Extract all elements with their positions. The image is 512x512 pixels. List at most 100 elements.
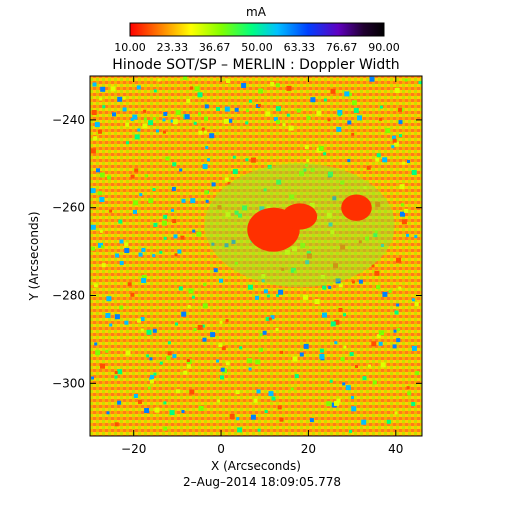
map-speckle: [258, 88, 264, 94]
map-speckle: [340, 357, 345, 362]
map-speckle: [380, 244, 384, 247]
colorbar-tick-label: 76.67: [326, 41, 358, 54]
y-axis: −240 −260 −280 −300: [52, 113, 422, 390]
colorbar-tick-label: 90.00: [368, 41, 400, 54]
x-tick-label: −20: [121, 442, 146, 456]
map-speckle: [186, 364, 191, 369]
map-speckle: [227, 182, 231, 186]
map-speckle: [114, 371, 118, 374]
map-speckle: [234, 210, 239, 215]
map-speckle: [167, 341, 171, 345]
map-speckle: [162, 118, 166, 122]
umbra-region: [282, 203, 318, 230]
map-speckle: [349, 429, 353, 433]
map-speckle: [265, 111, 271, 117]
map-speckle: [396, 257, 401, 263]
map-speckle: [209, 133, 215, 139]
map-speckle: [119, 239, 124, 244]
map-speckle: [193, 328, 197, 331]
map-speckle: [402, 161, 406, 165]
map-speckle: [399, 184, 405, 190]
map-speckle: [306, 253, 312, 259]
map-speckle: [217, 205, 222, 210]
map-speckle: [110, 86, 116, 92]
map-speckle: [265, 316, 270, 321]
map-speckle: [221, 346, 226, 351]
map-speckle: [148, 120, 154, 126]
map-speckle: [320, 274, 325, 279]
map-speckle: [286, 85, 292, 91]
map-speckle: [337, 110, 343, 115]
map-speckle: [394, 411, 398, 415]
map-speckle: [415, 371, 420, 376]
map-speckle: [166, 355, 171, 360]
map-speckle: [126, 141, 129, 145]
map-speckle: [186, 98, 191, 103]
map-speckle: [388, 289, 392, 293]
map-speckle: [171, 208, 174, 212]
map-speckle: [396, 303, 400, 307]
map-speckle: [374, 270, 380, 276]
map-speckle: [374, 230, 378, 234]
map-speckle: [175, 109, 181, 115]
map-speckle: [322, 285, 327, 290]
map-speckle: [314, 299, 320, 305]
map-speckle: [94, 122, 100, 128]
map-speckle: [318, 145, 324, 151]
map-speckle: [149, 379, 154, 384]
map-speckle: [366, 165, 371, 170]
map-speckle: [201, 127, 205, 131]
map-speckle: [176, 389, 181, 394]
map-speckle: [137, 318, 141, 323]
map-speckle: [93, 283, 98, 288]
map-speckle: [259, 206, 265, 212]
y-tick-label: −300: [52, 376, 85, 390]
map-speckle: [99, 172, 105, 178]
map-speckle: [275, 106, 281, 112]
map-speckle: [178, 286, 183, 291]
map-speckle: [220, 367, 225, 372]
map-speckle: [334, 319, 340, 325]
map-speckle: [105, 313, 111, 318]
map-speckle: [105, 349, 109, 353]
map-speckle: [207, 158, 210, 162]
map-speckle: [216, 359, 220, 363]
map-speckle: [293, 270, 297, 274]
map-speckle: [375, 201, 381, 207]
map-speckle: [202, 303, 208, 309]
map-speckle: [225, 361, 230, 366]
map-speckle: [234, 261, 238, 265]
map-speckle: [90, 224, 96, 230]
map-speckle: [231, 239, 236, 244]
map-speckle: [255, 359, 261, 365]
map-speckle: [276, 120, 280, 125]
map-speckle: [198, 112, 201, 116]
map-speckle: [326, 212, 332, 218]
map-speckle: [418, 81, 422, 85]
map-speckle: [224, 106, 230, 112]
colorbar-tick-label: 63.33: [284, 41, 316, 54]
map-speckle: [202, 337, 207, 342]
map-speckle: [342, 382, 346, 386]
map-speckle: [306, 159, 310, 163]
map-speckle: [210, 332, 216, 338]
map-speckle: [275, 83, 280, 88]
map-speckle: [338, 308, 343, 312]
map-speckle: [407, 160, 410, 163]
map-speckle: [152, 188, 156, 191]
map-speckle: [411, 402, 416, 406]
map-speckle: [181, 410, 185, 413]
map-speckle: [392, 138, 397, 143]
map-speckle: [226, 79, 230, 83]
map-speckle: [336, 126, 342, 132]
map-speckle: [382, 157, 388, 163]
map-speckle: [369, 76, 375, 82]
map-speckle: [122, 107, 127, 112]
map-speckle: [109, 323, 113, 327]
map-speckle: [393, 141, 399, 147]
map-speckle: [247, 284, 253, 290]
map-speckle: [219, 278, 223, 283]
map-speckle: [99, 229, 103, 233]
umbra-region: [341, 194, 372, 221]
